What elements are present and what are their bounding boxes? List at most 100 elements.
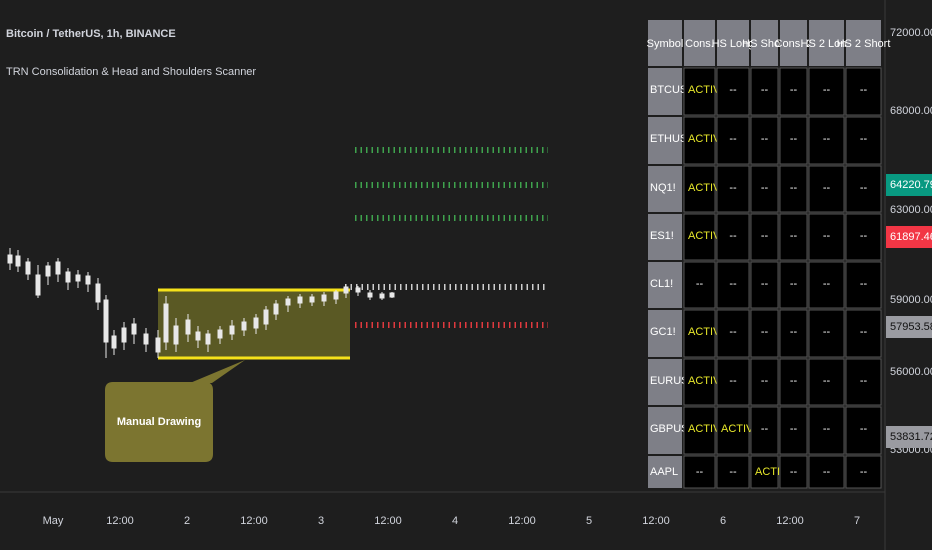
symbol-cell <box>648 68 682 115</box>
price-tag <box>886 226 932 248</box>
cell-text: -- <box>729 278 737 290</box>
symbol-text: NQ1! <box>650 182 676 194</box>
time-label: 12:00 <box>776 515 804 527</box>
header-cell <box>648 20 682 66</box>
cell <box>845 455 882 489</box>
cell <box>716 455 750 489</box>
cell-text: -- <box>823 182 831 194</box>
price-axis: 72000.00 68000.00 63000.00 59000.00 56000.00… <box>886 27 932 456</box>
cell <box>808 455 845 489</box>
header-text: HS Short <box>742 38 787 50</box>
cell-text: -- <box>761 84 769 96</box>
cell <box>683 358 716 406</box>
price-label: 63000.00 <box>890 204 932 216</box>
cell <box>808 309 845 358</box>
price-tag-text: 53831.72 <box>890 431 932 443</box>
cell-text: -- <box>790 230 798 242</box>
time-label: 12:00 <box>240 515 268 527</box>
cell-text: -- <box>790 84 798 96</box>
cell-text: -- <box>860 182 868 194</box>
cell <box>808 165 845 213</box>
header-text: HS Long <box>712 38 755 50</box>
cell <box>683 309 716 358</box>
cell <box>779 261 808 309</box>
cell <box>845 67 882 116</box>
cell <box>750 261 779 309</box>
cell-text: -- <box>860 375 868 387</box>
cell <box>779 213 808 261</box>
header-cell <box>780 20 807 66</box>
cell <box>845 406 882 455</box>
price-tag-text: 64220.79 <box>890 179 932 191</box>
cell <box>845 309 882 358</box>
time-label: 4 <box>452 515 458 527</box>
symbol-cell <box>648 166 682 212</box>
cell-text: -- <box>790 278 798 290</box>
cell-text: -- <box>729 133 737 145</box>
symbol-cell <box>648 456 682 488</box>
cell <box>716 67 750 116</box>
cell <box>808 358 845 406</box>
cell-text: -- <box>729 466 737 478</box>
symbol-cell <box>648 310 682 357</box>
header-cell <box>809 20 844 66</box>
cell-text: -- <box>790 375 798 387</box>
price-tag <box>886 174 932 196</box>
cell-text: -- <box>761 423 769 435</box>
time-label: 5 <box>586 515 592 527</box>
cell <box>808 67 845 116</box>
cell-text: -- <box>761 326 769 338</box>
cell-text: -- <box>729 182 737 194</box>
symbol-cell <box>648 359 682 405</box>
symbol-text: GC1! <box>650 326 676 338</box>
price-tag-text: 61897.46 <box>890 231 932 243</box>
cell <box>683 406 716 455</box>
header-text: Cons. <box>685 38 714 50</box>
price-label: 56000.00 <box>890 366 932 378</box>
cell <box>716 116 750 165</box>
cell <box>808 116 845 165</box>
symbol-cell <box>648 407 682 454</box>
cell-text: -- <box>761 375 769 387</box>
cell <box>683 213 716 261</box>
cell-text: -- <box>860 133 868 145</box>
price-tag <box>886 426 932 448</box>
price-tag <box>886 316 932 338</box>
cell <box>683 455 716 489</box>
cell <box>845 213 882 261</box>
cell-text: -- <box>790 133 798 145</box>
cell <box>845 165 882 213</box>
time-label: 2 <box>184 515 190 527</box>
cell <box>716 358 750 406</box>
symbol-cell <box>648 214 682 260</box>
cell-text: -- <box>860 84 868 96</box>
time-label: 7 <box>854 515 860 527</box>
symbol-cell <box>648 117 682 164</box>
cell-text: -- <box>729 84 737 96</box>
header-text: Cons. 2 <box>775 38 813 50</box>
cell-text: -- <box>729 326 737 338</box>
cell <box>750 406 779 455</box>
cell-text: -- <box>761 278 769 290</box>
time-axis: May 12:00 2 12:00 3 12:00 4 12:00 5 12:00 6 12:00 7 <box>43 515 860 527</box>
cell <box>683 261 716 309</box>
cell-text: -- <box>860 466 868 478</box>
cell <box>683 165 716 213</box>
cell <box>716 213 750 261</box>
cell <box>683 116 716 165</box>
cell <box>779 309 808 358</box>
cell-text: -- <box>790 423 798 435</box>
cell-text: -- <box>823 466 831 478</box>
cell <box>779 455 808 489</box>
cell <box>808 406 845 455</box>
cell <box>808 261 845 309</box>
cell-text: -- <box>823 326 831 338</box>
time-label: 12:00 <box>106 515 134 527</box>
callout-text: Manual Drawing <box>117 416 201 428</box>
price-label: 72000.00 <box>890 27 932 39</box>
cell <box>716 165 750 213</box>
time-label: 12:00 <box>508 515 536 527</box>
price-label: 68000.00 <box>890 105 932 117</box>
symbol-text: CL1! <box>650 278 673 290</box>
